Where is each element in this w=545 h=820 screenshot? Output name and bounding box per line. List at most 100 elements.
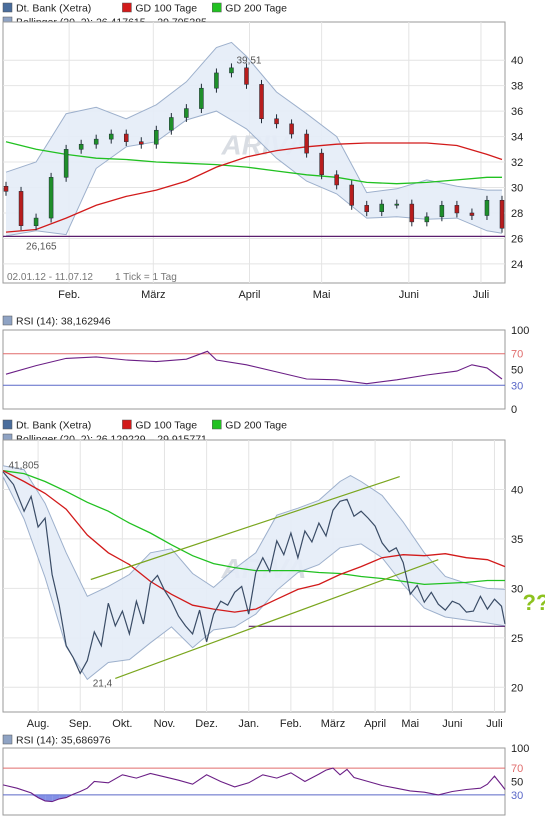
candle-body — [154, 129, 159, 145]
legend-label: Dt. Bank (Xetra) — [16, 3, 91, 15]
x-tick-label: April — [238, 289, 260, 301]
candle-body — [139, 141, 144, 145]
price-line — [2, 471, 506, 675]
legend-swatch — [212, 2, 222, 13]
rsi-y-tick-label: 100 — [511, 743, 529, 755]
tick-info-text: 1 Tick = 1 Tag — [115, 272, 177, 283]
legend-swatch — [122, 2, 132, 13]
x-tick-label: Feb. — [58, 289, 80, 301]
x-tick-label: April — [364, 718, 386, 730]
candle-body — [274, 118, 279, 125]
candle-body — [199, 87, 204, 109]
candle-body — [48, 177, 54, 219]
candle-body — [304, 133, 309, 154]
candle-body — [379, 203, 385, 212]
candle-body — [108, 133, 114, 140]
bollinger-upper-line — [5, 41, 502, 194]
y-tick-label: 34 — [511, 132, 523, 144]
legend-swatch — [2, 2, 13, 13]
legend-label: GD 100 Tage — [135, 420, 197, 432]
candle-body — [424, 216, 430, 223]
y-tick-label: 25 — [511, 633, 523, 645]
legend-label: GD 100 Tage — [135, 3, 197, 15]
y-tick-label: 36 — [511, 106, 523, 118]
x-tick-label: Mai — [313, 289, 331, 301]
gd100-line — [2, 470, 506, 613]
rsi-line — [2, 767, 506, 803]
rsi-oversold-fill — [38, 794, 46, 801]
rsi-y-tick-label: 0 — [511, 404, 517, 416]
candle-body — [33, 217, 39, 226]
candle-body — [364, 205, 369, 212]
candle-body — [454, 205, 460, 214]
rsi-y-tick-label: 70 — [511, 349, 523, 361]
rsi-plot-area — [2, 329, 506, 410]
y-tick-label: 38 — [511, 81, 523, 93]
y-tick-label: 30 — [511, 583, 523, 595]
candle-body — [244, 67, 249, 85]
x-tick-label: Dez. — [195, 718, 218, 730]
y-tick-label: 24 — [511, 259, 523, 271]
price-annotation: 26,165 — [26, 241, 57, 252]
legend-label: RSI (14): 38,162946 — [16, 316, 111, 328]
rsi-y-tick-label: 30 — [511, 790, 523, 802]
bollinger-band-fill — [3, 465, 505, 680]
y-tick-label: 40 — [511, 55, 523, 67]
x-tick-label: Feb. — [280, 718, 302, 730]
trend-channel-lower — [115, 559, 439, 679]
candle-body — [63, 149, 69, 178]
x-tick-label: Juli — [473, 289, 490, 301]
legend-swatch — [2, 734, 13, 745]
legend-swatch — [2, 315, 13, 326]
candle-body — [334, 174, 339, 186]
rsi-oversold-fill — [45, 794, 53, 802]
candle-body — [484, 199, 490, 216]
candle-body — [439, 205, 445, 218]
question-annotation: ??? — [523, 590, 545, 615]
legend-label: RSI (14): 35,686976 — [16, 735, 111, 747]
candle-body — [123, 133, 129, 142]
bollinger-upper-line — [2, 465, 506, 597]
price-annotation: 39,51 — [236, 55, 261, 66]
candle-body — [169, 117, 174, 131]
rsi-y-tick-label: 50 — [511, 365, 523, 377]
legend-swatch — [2, 419, 13, 430]
y-tick-label: 28 — [511, 208, 523, 220]
rsi-y-tick-label: 50 — [511, 777, 523, 789]
candle-body — [289, 123, 294, 135]
candle-body — [469, 212, 475, 216]
legend-label: GD 200 Tage — [225, 420, 287, 432]
x-tick-label: Mai — [401, 718, 419, 730]
price-annotation: 41,805 — [9, 461, 40, 472]
x-tick-label: Nov. — [154, 718, 176, 730]
x-tick-label: Okt. — [112, 718, 132, 730]
legend-label: GD 200 Tage — [225, 3, 287, 15]
y-tick-label: 30 — [511, 183, 523, 195]
rsi-oversold-fill — [31, 794, 39, 798]
candle-body — [259, 84, 264, 120]
x-tick-label: März — [141, 289, 165, 301]
candle-body — [229, 67, 234, 74]
candle-body — [184, 108, 189, 118]
x-tick-label: Juni — [442, 718, 462, 730]
candle-body — [93, 138, 99, 145]
rsi-y-tick-label: 100 — [511, 325, 529, 337]
legend-swatch — [212, 419, 222, 430]
candle-body — [349, 184, 354, 206]
rsi-plot-area — [2, 747, 506, 816]
candle-body — [499, 199, 505, 229]
gd100-line — [5, 142, 503, 233]
date-range-text: 02.01.12 - 11.07.12 — [7, 272, 93, 283]
candle-body — [3, 185, 9, 192]
x-tick-label: März — [321, 718, 345, 730]
y-tick-label: 20 — [511, 682, 523, 694]
rsi-y-tick-label: 70 — [511, 763, 523, 775]
x-tick-label: Jan. — [238, 718, 259, 730]
candle-body — [78, 143, 84, 150]
x-tick-label: Aug. — [27, 718, 50, 730]
rsi-line — [5, 350, 503, 385]
x-tick-label: Juli — [486, 718, 503, 730]
y-tick-label: 35 — [511, 534, 523, 546]
rsi-oversold-fill — [52, 794, 60, 802]
